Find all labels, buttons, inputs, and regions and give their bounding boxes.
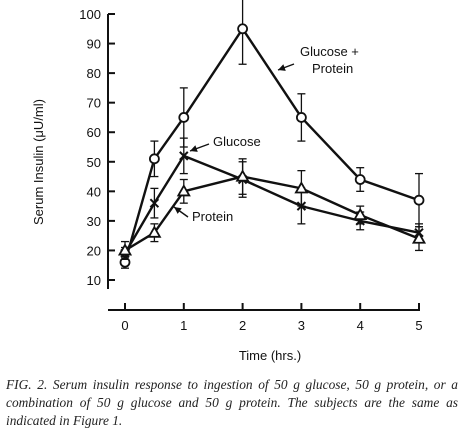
data-point-x bbox=[149, 198, 160, 208]
x-tick-label: 0 bbox=[121, 318, 128, 333]
series-label-text: Glucose bbox=[213, 134, 261, 149]
data-point-circle bbox=[354, 174, 366, 185]
y-tick-label: 10 bbox=[87, 273, 101, 288]
series-label-text: Protein bbox=[312, 61, 353, 76]
series-triangle bbox=[117, 158, 427, 260]
data-point-triangle bbox=[235, 169, 250, 182]
series-layer bbox=[117, 0, 427, 269]
x-axis-title: Time (hrs.) bbox=[239, 348, 301, 363]
data-point-triangle bbox=[147, 225, 162, 238]
y-tick-label: 90 bbox=[87, 37, 101, 52]
x-stroke bbox=[149, 198, 160, 208]
data-point-triangle bbox=[117, 243, 133, 256]
y-tick-label: 30 bbox=[87, 214, 101, 229]
x-tick-label: 1 bbox=[180, 318, 187, 333]
data-point-x bbox=[179, 151, 189, 161]
x-tick-label: 3 bbox=[298, 318, 305, 333]
data-point-circle bbox=[295, 112, 307, 123]
y-tick-label: 80 bbox=[87, 66, 101, 81]
arrowhead bbox=[278, 64, 286, 71]
series-line bbox=[123, 154, 420, 255]
data-point-triangle bbox=[176, 184, 191, 197]
series-label-text: Protein bbox=[192, 209, 233, 224]
data-point-triangle bbox=[294, 181, 309, 194]
insulin-line-chart: 10 20 30 40 50 60 70 80 90 100 0 1 2 3 4 5 Serum Insul… bbox=[31, 0, 427, 363]
data-point-triangle bbox=[353, 207, 368, 221]
y-tick-label: 60 bbox=[87, 125, 101, 140]
series-labels: Glucose + Protein Glucose Protein bbox=[173, 44, 359, 224]
x-tick-label: 5 bbox=[415, 318, 422, 333]
y-axis-title: Serum Insulin (μU/ml) bbox=[31, 99, 46, 225]
arrowhead bbox=[174, 207, 182, 214]
y-ticks: 10 20 30 40 50 60 70 80 90 100 bbox=[79, 7, 115, 288]
series-label-triangle: Protein bbox=[173, 206, 233, 224]
y-tick-label: 20 bbox=[87, 243, 101, 258]
figure-caption: FIG. 2. Serum insulin response to ingest… bbox=[6, 377, 458, 428]
x-tick-label: 2 bbox=[239, 318, 246, 333]
y-tick-label: 40 bbox=[87, 184, 101, 199]
data-point-circle bbox=[178, 112, 190, 123]
series-x bbox=[120, 137, 424, 260]
data-point-circle bbox=[413, 194, 425, 206]
x-stroke bbox=[179, 151, 189, 161]
series-line bbox=[123, 27, 420, 263]
series-label-circle: Glucose + Protein bbox=[277, 44, 359, 76]
data-point-circle bbox=[148, 153, 160, 165]
y-tick-label: 70 bbox=[87, 96, 101, 111]
series-line bbox=[124, 175, 420, 252]
series-label-text: Glucose + bbox=[300, 44, 359, 59]
x-ticks: 0 1 2 3 4 5 bbox=[121, 303, 423, 333]
data-point-circle bbox=[237, 23, 249, 35]
y-tick-label: 100 bbox=[79, 7, 101, 22]
series-label-x: Glucose bbox=[189, 134, 261, 152]
chart-axes bbox=[107, 14, 420, 311]
data-point-triangle bbox=[411, 231, 427, 244]
arrowhead bbox=[190, 145, 198, 152]
x-tick-label: 4 bbox=[357, 318, 364, 333]
series-circle bbox=[119, 0, 425, 269]
y-tick-label: 50 bbox=[87, 155, 101, 170]
